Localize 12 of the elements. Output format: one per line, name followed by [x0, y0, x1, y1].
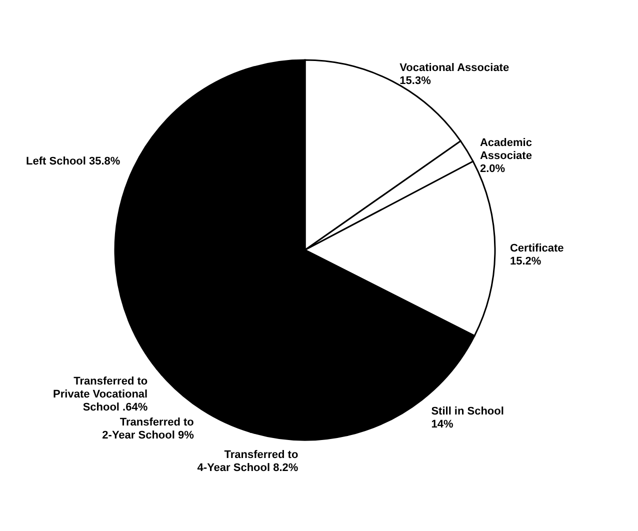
data-label: 14% — [431, 418, 454, 431]
slice-label: Transferred to Private Vocational School .64% — [53, 375, 148, 414]
slice-label: Left School 35.8% — [26, 155, 120, 168]
slice-label: Academic Associate — [480, 137, 532, 162]
slice-label: Still in School — [431, 406, 504, 418]
data-label: 2.0% — [480, 163, 506, 176]
slice-label: Transferred to 4-Year School 8.2% — [197, 448, 298, 474]
data-label: 15.3% — [400, 75, 432, 88]
slice-label: Vocational Associate — [400, 62, 510, 74]
slice-label: Certificate — [510, 242, 564, 254]
data-label: 15.2% — [510, 255, 542, 268]
slice-label: Transferred to 2-Year School 9% — [102, 416, 194, 442]
